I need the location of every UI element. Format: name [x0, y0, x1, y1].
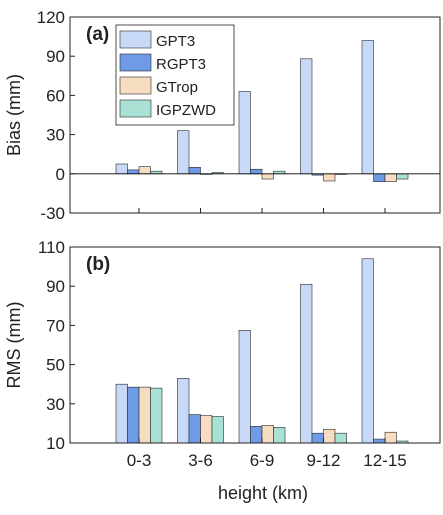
- bar-igpzwd-3-6: [211, 416, 224, 444]
- y-tick-label: 0: [56, 165, 65, 184]
- y-axis-label: Bias (mm): [4, 74, 24, 156]
- bar-gtrop-12-15: [384, 173, 397, 182]
- bar-gtrop-6-9: [261, 173, 274, 180]
- bar-rgpt3-0-3: [127, 386, 140, 444]
- bar-rgpt3-12-15: [373, 438, 386, 444]
- x-tick-label: 9-12: [306, 451, 340, 470]
- bar-rgpt3-6-9: [250, 426, 263, 444]
- x-tick-label: 3-6: [188, 451, 213, 470]
- legend-swatch-rgpt3: [119, 53, 152, 72]
- plot-frame-a: [69, 16, 441, 214]
- bar-gpt3-9-12: [300, 58, 313, 175]
- legend-label-rgpt3: RGPT3: [156, 56, 206, 73]
- bar-rgpt3-6-9: [250, 168, 263, 175]
- y-tick-label: 30: [46, 126, 65, 145]
- y-tick-label: 90: [46, 47, 65, 66]
- y-tick-label: 70: [46, 316, 65, 335]
- bar-gpt3-6-9: [238, 329, 251, 444]
- bar-igpzwd-6-9: [273, 427, 286, 444]
- legend-label-gpt3: GPT3: [156, 33, 195, 50]
- bar-gtrop-0-3: [138, 166, 151, 175]
- bar-gpt3-6-9: [238, 91, 251, 175]
- y-tick-label: 30: [46, 395, 65, 414]
- bar-rgpt3-3-6: [188, 166, 201, 175]
- bar-gtrop-9-12: [323, 428, 336, 444]
- bar-gpt3-9-12: [300, 283, 313, 444]
- panel-label: (b): [86, 254, 110, 275]
- bar-rgpt3-9-12: [311, 432, 324, 444]
- legend-swatch-gpt3: [119, 30, 152, 49]
- y-tick-label: 90: [46, 277, 65, 296]
- bar-rgpt3-3-6: [188, 414, 201, 444]
- bar-gtrop-3-6: [200, 415, 213, 444]
- bar-igpzwd-9-12: [334, 432, 347, 444]
- x-axis-label: height (km): [218, 483, 308, 503]
- y-tick-label: 10: [46, 434, 65, 453]
- plot-frame-b: [69, 246, 441, 444]
- bar-rgpt3-0-3: [127, 169, 140, 175]
- y-tick-label: 50: [46, 356, 65, 375]
- y-tick-label: 120: [37, 8, 65, 27]
- bar-gpt3-3-6: [177, 130, 190, 175]
- panel-label: (a): [86, 24, 109, 45]
- x-tick-label: 0-3: [127, 451, 152, 470]
- bar-gpt3-3-6: [177, 378, 190, 444]
- x-tick-label: 6-9: [250, 451, 275, 470]
- bar-gtrop-9-12: [323, 173, 336, 182]
- bar-gpt3-0-3: [115, 163, 128, 175]
- y-tick-label: 60: [46, 86, 65, 105]
- bar-igpzwd-12-15: [396, 173, 409, 180]
- legend-swatch-igpzwd: [119, 99, 152, 118]
- y-tick-label: 110: [38, 238, 65, 257]
- legend-swatch-gtrop: [119, 76, 152, 95]
- bar-gpt3-12-15: [361, 258, 374, 444]
- y-axis-label: RMS (mm): [4, 302, 24, 389]
- bar-gpt3-12-15: [361, 40, 374, 175]
- bar-gtrop-6-9: [261, 425, 274, 444]
- legend-label-igpzwd: IGPZWD: [156, 102, 216, 119]
- bar-gtrop-12-15: [384, 431, 397, 444]
- x-tick-label: 12-15: [363, 451, 406, 470]
- bar-gpt3-0-3: [115, 383, 128, 444]
- bar-gtrop-0-3: [138, 386, 151, 444]
- legend-label-gtrop: GTrop: [156, 79, 198, 96]
- bar-igpzwd-0-3: [150, 387, 163, 444]
- y-tick-label: -30: [40, 204, 65, 223]
- bar-rgpt3-12-15: [373, 173, 386, 182]
